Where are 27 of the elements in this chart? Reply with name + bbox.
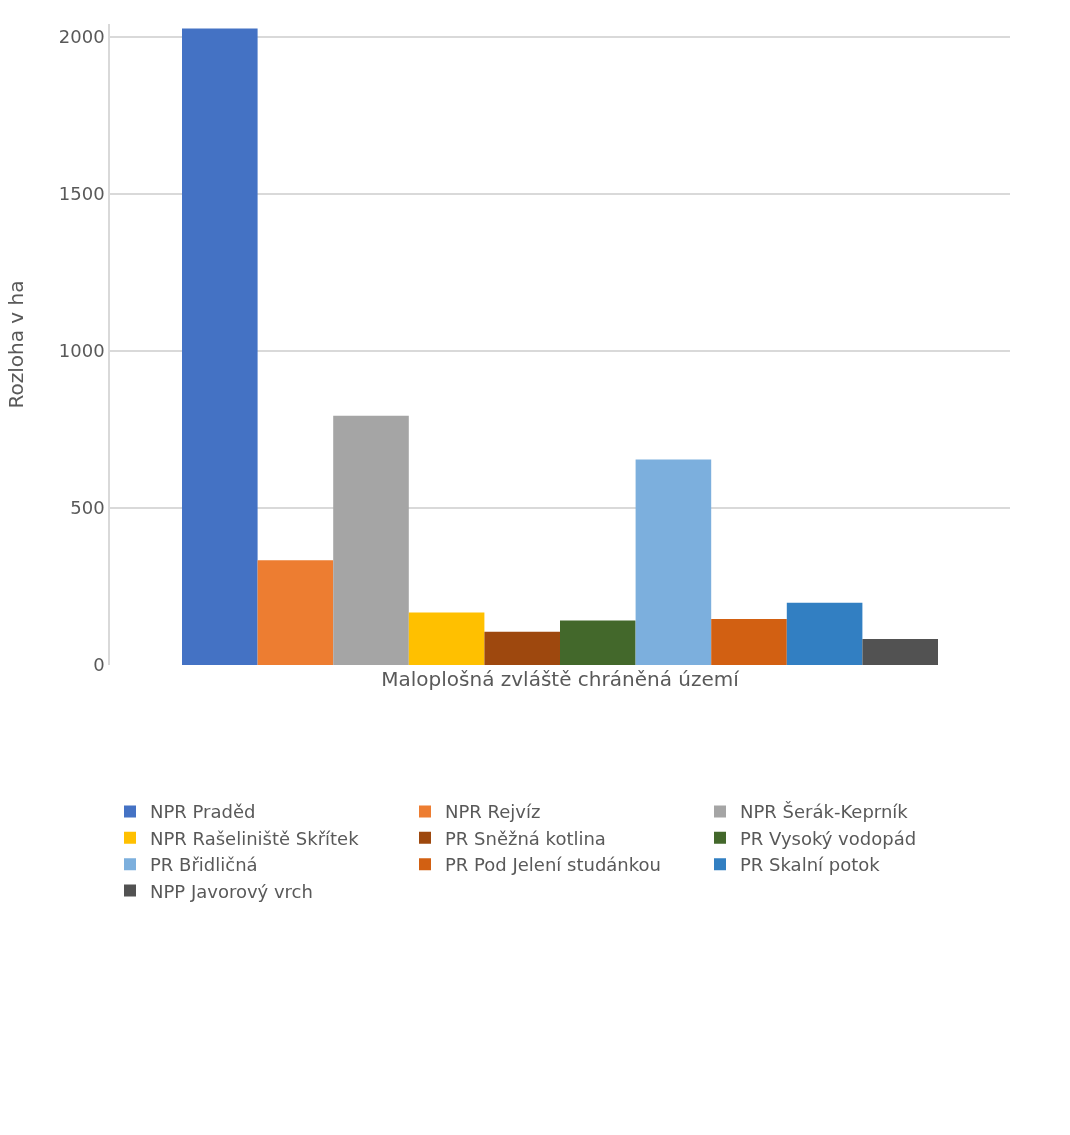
bar — [408, 612, 485, 665]
y-tick-label: 0 — [93, 654, 105, 676]
y-tick-label: 2000 — [58, 25, 105, 47]
bar — [635, 459, 712, 665]
legend-label: NPR Rašeliniště Skřítek — [150, 827, 360, 849]
legend-label: PR Sněžná kotlina — [445, 827, 606, 849]
bar — [484, 631, 560, 665]
legend-label: PR Pod Jelení studánkou — [445, 854, 661, 876]
legend-label: PR Vysoký vodopád — [740, 827, 917, 849]
bar — [711, 619, 787, 665]
y-axis-title: Rozloha v ha — [3, 280, 28, 409]
legend-label: NPR Praděd — [150, 801, 256, 823]
bar — [182, 28, 258, 665]
legend-label: PR Břidličná — [150, 854, 258, 876]
legend-label: NPR Šerák-Keprník — [740, 801, 909, 823]
bar — [560, 620, 636, 665]
y-tick-label: 1000 — [58, 340, 105, 362]
bar — [786, 602, 863, 665]
x-tick-label: Maloplošná zvláště chráněná území — [381, 667, 741, 691]
bar — [333, 415, 409, 665]
bar — [862, 638, 938, 665]
legend-label: PR Skalní potok — [740, 854, 881, 876]
legend-label: NPP Javorový vrch — [150, 880, 313, 902]
y-tick-label: 1500 — [58, 182, 105, 204]
y-tick-label: 500 — [70, 497, 105, 519]
legend-label: NPR Rejvíz — [445, 801, 541, 823]
bar — [257, 560, 334, 665]
